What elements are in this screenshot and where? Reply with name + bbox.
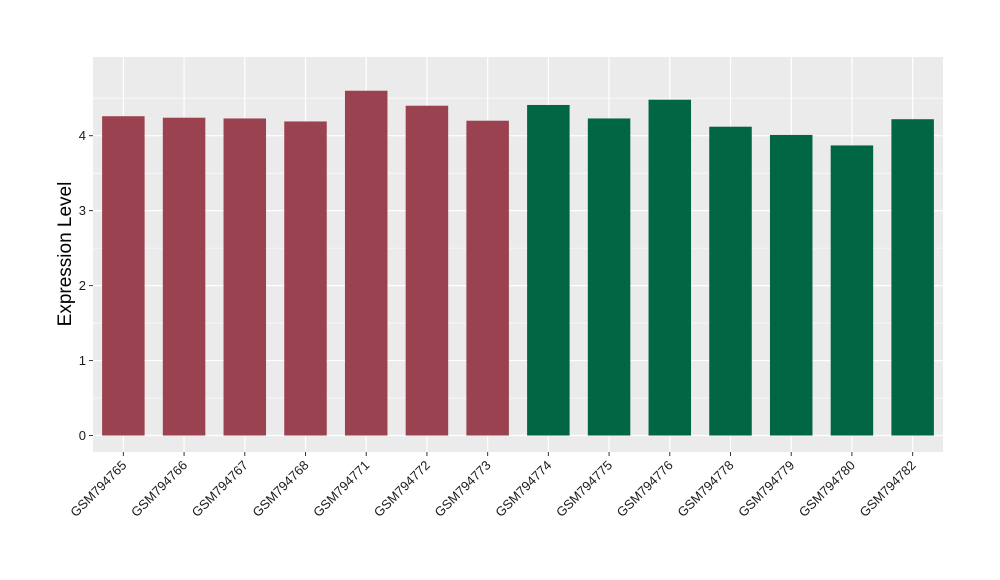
- x-tick-label: GSM794772: [371, 458, 433, 520]
- x-tick-label: GSM794766: [128, 458, 190, 520]
- x-tick-label: GSM794767: [189, 458, 251, 520]
- bar: [344, 90, 388, 436]
- y-tick-label: 3: [79, 203, 86, 218]
- bars: [102, 90, 934, 436]
- x-tick-label: GSM794775: [553, 458, 615, 520]
- bar: [587, 118, 631, 436]
- x-tick-label: GSM794776: [614, 458, 676, 520]
- x-tick-label: GSM794771: [310, 458, 372, 520]
- bar: [891, 119, 934, 436]
- plot-panel: [93, 57, 943, 452]
- y-tick-label: 0: [79, 428, 86, 443]
- y-tick-label: 2: [79, 278, 86, 293]
- x-tick-label: GSM794768: [249, 458, 311, 520]
- x-tick-label: GSM794765: [67, 458, 129, 520]
- bar: [709, 126, 752, 436]
- bar: [527, 104, 570, 436]
- x-tick-label: GSM794773: [432, 458, 494, 520]
- bar: [466, 120, 509, 436]
- x-tick-label: GSM794779: [735, 458, 797, 520]
- bar: [769, 134, 813, 436]
- bar: [102, 116, 145, 436]
- x-axis: GSM794765GSM794766GSM794767GSM794768GSM7…: [67, 452, 919, 520]
- x-tick-label: GSM794774: [492, 458, 554, 520]
- y-axis-title: Expression Level: [55, 182, 76, 327]
- bar: [162, 117, 206, 436]
- y-tick-label: 4: [79, 128, 86, 143]
- bar: [284, 121, 327, 436]
- bar: [405, 105, 449, 436]
- y-axis: 0 1 2 3 4: [79, 128, 93, 443]
- x-tick-label: GSM794778: [674, 458, 736, 520]
- x-tick-label: GSM794780: [796, 458, 858, 520]
- bar: [830, 145, 874, 436]
- y-tick-label: 1: [79, 353, 86, 368]
- x-tick-label: GSM794782: [857, 458, 919, 520]
- bar: [223, 118, 267, 436]
- bar: [648, 99, 692, 436]
